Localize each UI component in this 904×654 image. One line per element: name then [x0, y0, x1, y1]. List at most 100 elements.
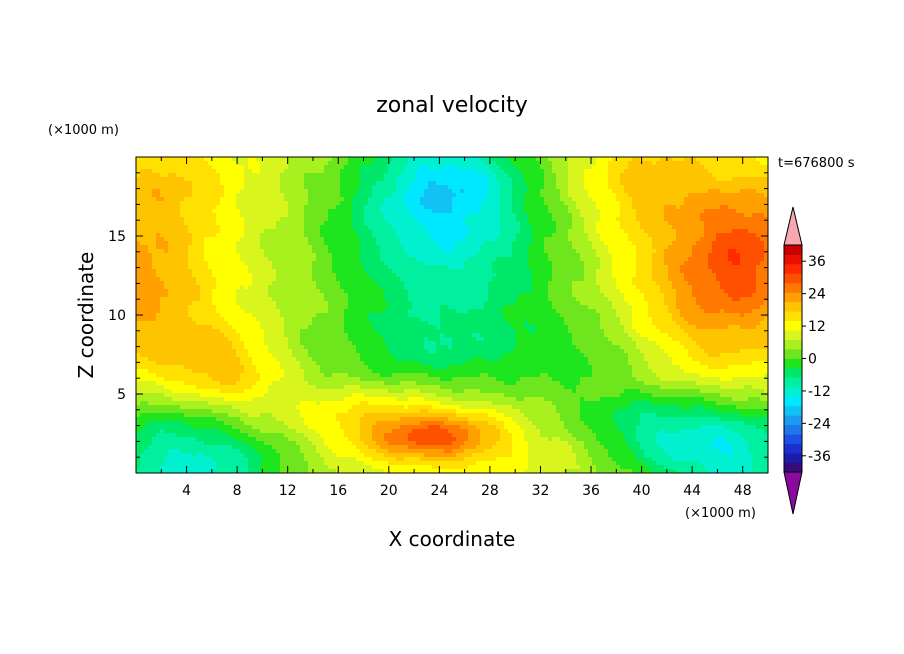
field-cell — [184, 177, 221, 182]
field-cell — [236, 193, 285, 198]
colorbar-swatch — [784, 415, 802, 426]
field-cell — [256, 381, 273, 386]
field-cell — [708, 189, 721, 194]
field-cell — [324, 169, 341, 174]
field-cell — [684, 261, 709, 266]
field-cell — [424, 397, 453, 402]
field-cell — [452, 205, 481, 210]
x-tick-label: 20 — [380, 483, 398, 499]
field-cell — [700, 213, 745, 218]
field-cell — [584, 225, 597, 230]
field-cell — [612, 269, 637, 274]
field-cell — [400, 381, 417, 386]
field-cell — [220, 313, 253, 318]
field-cell — [588, 453, 609, 458]
field-cell — [588, 425, 617, 430]
field-cell — [620, 213, 637, 218]
field-cell — [472, 453, 513, 458]
field-cell — [156, 313, 189, 318]
field-cell — [532, 237, 545, 242]
field-cell — [404, 249, 445, 254]
field-cell — [516, 421, 533, 426]
field-cell — [136, 293, 169, 298]
field-cell — [456, 437, 469, 442]
field-cell — [596, 269, 613, 274]
field-cell — [572, 241, 593, 246]
field-cell — [376, 449, 389, 454]
field-cell — [620, 201, 633, 206]
field-cell — [148, 357, 241, 362]
field-cell — [540, 433, 573, 438]
field-cell — [736, 405, 768, 410]
field-cell — [284, 421, 305, 426]
field-cell — [428, 337, 441, 342]
field-cell — [528, 453, 577, 458]
field-cell — [140, 465, 161, 470]
field-cell — [268, 385, 317, 390]
field-cell — [288, 337, 301, 342]
field-cell — [668, 277, 685, 282]
field-cell — [324, 441, 353, 446]
field-cell — [136, 265, 153, 270]
field-cell — [308, 201, 341, 206]
field-cell — [412, 213, 469, 218]
field-cell — [656, 341, 681, 346]
field-cell — [396, 457, 405, 462]
field-cell — [192, 233, 217, 238]
field-cell — [356, 233, 373, 238]
field-cell — [200, 289, 213, 294]
field-cell — [452, 441, 465, 446]
field-cell — [368, 273, 397, 278]
field-cell — [628, 405, 681, 410]
field-cell — [584, 173, 609, 178]
field-cell — [432, 365, 449, 370]
field-cell — [304, 457, 325, 462]
field-cell — [532, 277, 553, 282]
field-cell — [244, 441, 265, 446]
field-cell — [544, 397, 581, 402]
field-cell — [684, 369, 768, 374]
colorbar-swatch — [784, 349, 802, 359]
field-cell — [676, 305, 701, 310]
field-cell — [380, 209, 409, 214]
field-cell — [528, 257, 549, 262]
field-cell — [280, 177, 305, 182]
field-cell — [136, 457, 141, 462]
field-cell — [344, 197, 353, 202]
field-cell — [356, 457, 373, 462]
field-cell — [260, 165, 289, 170]
field-cell — [704, 209, 737, 214]
field-cell — [372, 229, 397, 234]
field-cell — [764, 245, 768, 250]
field-cell — [248, 157, 257, 162]
field-cell — [480, 437, 501, 442]
field-cell — [304, 181, 341, 186]
field-cell — [436, 345, 449, 350]
field-cell — [388, 221, 421, 226]
field-cell — [248, 165, 261, 170]
field-cell — [388, 265, 449, 270]
field-cell — [136, 417, 217, 422]
field-cell — [664, 297, 677, 302]
field-cell — [684, 345, 701, 350]
field-cell — [504, 425, 521, 430]
field-cell — [508, 321, 525, 326]
field-cell — [352, 201, 369, 206]
field-cell — [276, 221, 305, 226]
field-cell — [240, 361, 253, 366]
field-cell — [640, 289, 661, 294]
field-cell — [360, 421, 377, 426]
field-cell — [236, 205, 289, 210]
field-cell — [548, 437, 553, 442]
colorbar-swatch — [784, 330, 802, 340]
field-cell — [568, 189, 589, 194]
field-cell — [424, 337, 429, 342]
field-cell — [532, 289, 549, 294]
field-cell — [720, 449, 733, 454]
field-cell — [488, 189, 501, 194]
field-cell — [612, 301, 629, 306]
field-cell — [624, 389, 641, 394]
field-cell — [516, 329, 529, 334]
x-tick-label: 40 — [633, 483, 651, 499]
field-cell — [536, 325, 569, 330]
